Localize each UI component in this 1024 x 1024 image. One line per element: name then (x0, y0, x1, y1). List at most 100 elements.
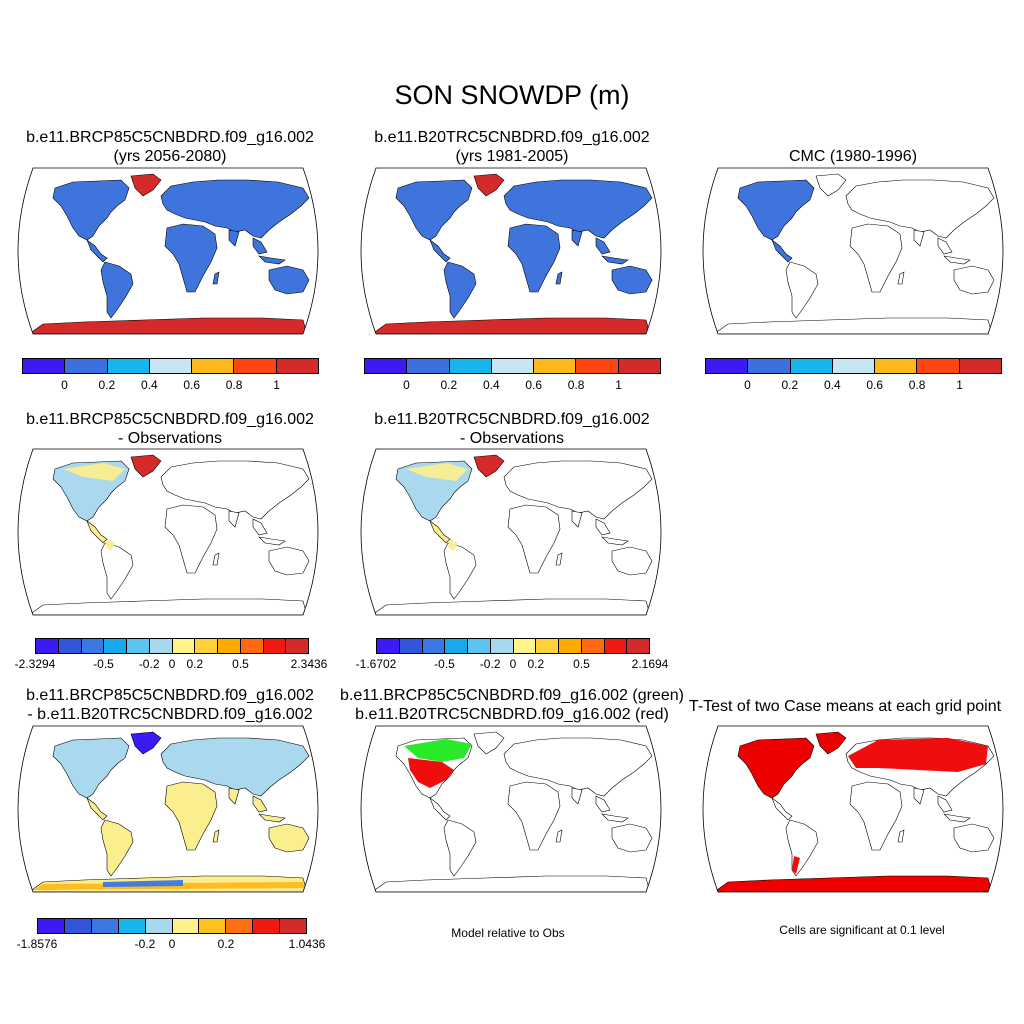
colorbar-tick-label: 1 (615, 378, 622, 392)
landmass-eurasia (160, 179, 310, 239)
globe-border (17, 448, 319, 616)
panel2-title-line2: (yrs 1981-2005) (455, 148, 569, 165)
colorbar-tick-label: 0.2 (186, 657, 204, 671)
globe-border (360, 725, 662, 893)
landmass-north-america (52, 179, 130, 241)
data-field-region (103, 880, 183, 887)
landmass-north-america (395, 179, 473, 241)
landmass-indonesia (601, 536, 629, 546)
colorbar-tick-label: 0.4 (140, 378, 158, 392)
colorbar-segment (127, 639, 150, 653)
landmass-south-america (785, 261, 819, 319)
colorbar-segment (706, 359, 749, 373)
map-panel1 (17, 167, 319, 335)
landmass-africa (849, 223, 903, 293)
colorbar-segment (604, 639, 628, 653)
landmass-africa (507, 223, 561, 293)
colorbar-tick-label: -0.2 (134, 937, 156, 951)
colorbar-panel2 (364, 358, 661, 374)
colorbar-tick-label: 0.6 (525, 378, 543, 392)
colorbar-segment (917, 359, 960, 373)
colorbar-tick-label: 0 (168, 657, 176, 671)
colorbar-tick-label: 0.2 (527, 657, 545, 671)
colorbar-tick-label: 2.3436 (290, 657, 328, 671)
data-field-region (848, 738, 988, 772)
panel8-title: b.e11.BRCP85C5CNBDRD.f09_g16.002 (green)… (332, 686, 692, 724)
landmass-india (228, 510, 240, 528)
landmass-se-asia (252, 518, 268, 536)
landmass-antarctica (371, 875, 651, 892)
colorbar-tick-label: -0.5 (93, 657, 114, 671)
colorbar-tick-label: 0 (744, 378, 751, 392)
panel7-title-line2: - b.e11.B20TRC5CNBDRD.f09_g16.002 (27, 706, 313, 723)
landmass-africa (164, 223, 218, 293)
landmass-australia (953, 823, 995, 853)
landmass-australia (611, 546, 653, 576)
colorbar-tick-label: -1.6702 (355, 657, 397, 671)
landmass-australia (268, 265, 310, 295)
landmass-indonesia (258, 813, 286, 823)
landmass-madagascar (555, 552, 563, 566)
landmass-se-asia (937, 795, 953, 813)
colorbar-segment (38, 919, 65, 933)
landmass-eurasia (503, 460, 653, 520)
landmass-north-america (52, 737, 130, 799)
colorbar-segment (491, 359, 535, 373)
colorbar-panel7-ticks: -1.8576 -0.2 0 0.2 1.0436 (17, 937, 326, 951)
globe-border (17, 725, 319, 893)
colorbar-segment (263, 639, 287, 653)
panel5-title: b.e11.B20TRC5CNBDRD.f09_g16.002 - Observ… (332, 410, 692, 448)
landmass-australia (268, 823, 310, 853)
panel4-title: b.e11.BRCP85C5CNBDRD.f09_g16.002 - Obser… (0, 410, 350, 448)
colorbar-segment (81, 639, 105, 653)
colorbar-segment (64, 919, 92, 933)
landmass-greenland (473, 454, 505, 478)
colorbar-panel1-ticks: 0 0.2 0.4 0.6 0.8 1 (22, 378, 319, 392)
colorbar-panel3-ticks: 0 0.2 0.4 0.6 0.8 1 (705, 378, 1002, 392)
colorbar-tick-label: 0.6 (183, 378, 201, 392)
colorbar-segment (58, 639, 82, 653)
landmass-central-america (86, 239, 108, 263)
colorbar-segment (286, 639, 308, 653)
panel1-title: b.e11.BRCP85C5CNBDRD.f09_g16.002 (yrs 20… (0, 128, 350, 166)
landmass-madagascar (555, 271, 563, 285)
globe-border (702, 167, 1004, 335)
colorbar-segment (240, 639, 264, 653)
landmass-se-asia (937, 237, 953, 255)
panel8-title-line1: b.e11.BRCP85C5CNBDRD.f09_g16.002 (green) (340, 687, 684, 704)
landmass-antarctica (371, 317, 651, 334)
panel1-title-line1: b.e11.BRCP85C5CNBDRD.f09_g16.002 (26, 129, 314, 146)
colorbar-tick-label: -0.2 (138, 657, 160, 671)
colorbar-tick-label: 0.2 (781, 378, 799, 392)
panel2-title: b.e11.B20TRC5CNBDRD.f09_g16.002 (yrs 198… (332, 128, 692, 166)
landmass-india (913, 787, 925, 805)
colorbar-tick-label: 1 (956, 378, 963, 392)
colorbar-tick-label: -1.8576 (16, 937, 58, 951)
landmass-africa (164, 504, 218, 574)
landmass-greenland (130, 731, 162, 755)
colorbar-segment (280, 919, 307, 933)
landmass-se-asia (595, 795, 611, 813)
landmass-antarctica (28, 598, 308, 615)
colorbar-tick-label: 0.4 (482, 378, 500, 392)
panel7-title: b.e11.BRCP85C5CNBDRD.f09_g16.002 - b.e11… (0, 686, 350, 724)
colorbar-segment (253, 919, 281, 933)
panel3-title-line1: CMC (1980-1996) (788, 148, 918, 165)
landmass-india (228, 787, 240, 805)
colorbar-tick-label: 0.2 (217, 937, 235, 951)
landmass-indonesia (601, 255, 629, 265)
colorbar-panel4 (35, 638, 309, 654)
panel4-title-line1: b.e11.BRCP85C5CNBDRD.f09_g16.002 (26, 411, 314, 428)
colorbar-segment (107, 359, 150, 373)
colorbar-tick-label: 0.4 (823, 378, 841, 392)
landmass-se-asia (595, 518, 611, 536)
landmass-south-america (443, 261, 477, 319)
landmass-madagascar (212, 271, 220, 285)
colorbar-tick-label: 0.8 (225, 378, 243, 392)
panel4-title-line2: - Observations (117, 430, 223, 447)
landmass-central-america (86, 797, 108, 821)
colorbar-segment (172, 919, 200, 933)
panel2-title-line1: b.e11.B20TRC5CNBDRD.f09_g16.002 (374, 129, 650, 146)
colorbar-panel2-ticks: 0 0.2 0.4 0.6 0.8 1 (364, 378, 661, 392)
landmass-africa (507, 504, 561, 574)
